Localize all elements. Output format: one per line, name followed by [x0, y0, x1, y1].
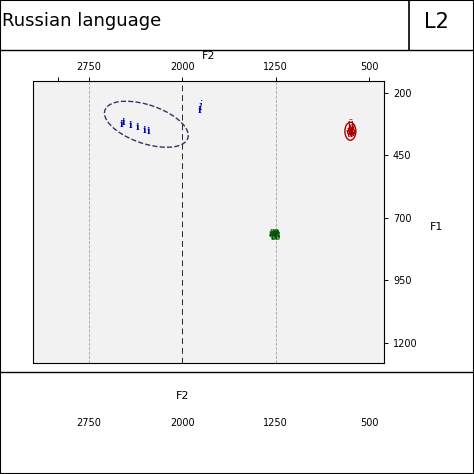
- Text: u: u: [348, 129, 354, 137]
- Text: 2000: 2000: [170, 418, 195, 428]
- Text: i: i: [122, 118, 126, 127]
- Text: æ: æ: [269, 230, 279, 239]
- Text: i: i: [143, 126, 146, 135]
- Text: u: u: [346, 131, 353, 139]
- Text: æ: æ: [270, 229, 280, 238]
- Text: u: u: [349, 124, 355, 131]
- Text: i: i: [146, 127, 150, 136]
- Text: i: i: [199, 100, 202, 113]
- Text: æ: æ: [270, 228, 279, 237]
- Text: 2750: 2750: [77, 418, 101, 428]
- Text: i: i: [119, 120, 123, 129]
- Text: u: u: [347, 125, 354, 133]
- Text: 1250: 1250: [264, 418, 288, 428]
- Text: i: i: [135, 123, 139, 132]
- Text: F2: F2: [176, 392, 189, 401]
- Text: u: u: [346, 128, 352, 136]
- Text: æ: æ: [268, 229, 278, 238]
- Text: ū: ū: [347, 119, 354, 128]
- Text: Russian language: Russian language: [2, 12, 162, 30]
- Text: L2: L2: [424, 12, 449, 32]
- Text: u: u: [349, 128, 356, 136]
- Y-axis label: F1: F1: [430, 222, 444, 232]
- Text: u: u: [348, 130, 355, 138]
- Text: æ: æ: [270, 233, 280, 242]
- Text: u: u: [346, 126, 353, 134]
- Text: i: i: [129, 121, 133, 130]
- Text: u: u: [347, 121, 354, 129]
- Text: i: i: [198, 106, 201, 115]
- X-axis label: F2: F2: [202, 51, 215, 61]
- Text: 500: 500: [360, 418, 378, 428]
- Text: æ: æ: [270, 228, 279, 237]
- Text: æ: æ: [271, 232, 281, 241]
